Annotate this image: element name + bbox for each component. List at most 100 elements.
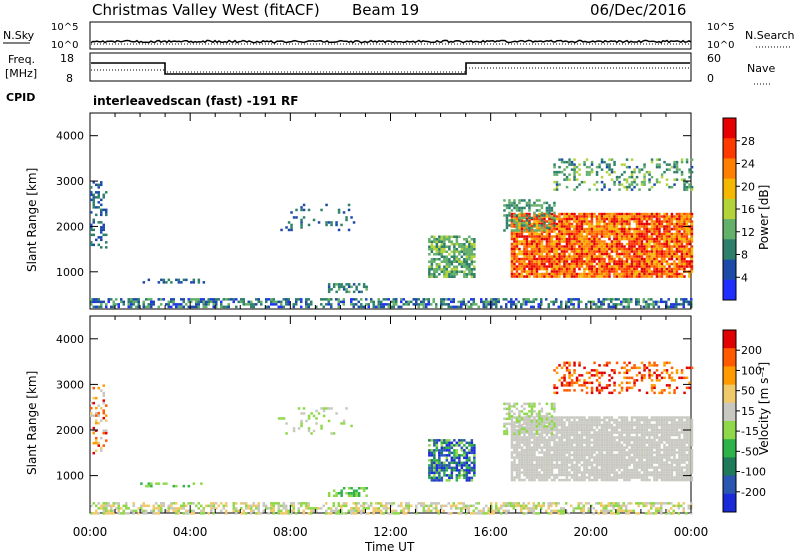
- heatmap-cell: [595, 257, 599, 261]
- heatmap-cell: [460, 245, 464, 248]
- heatmap-cell: [558, 473, 561, 477]
- heatmap-cell: [603, 230, 606, 233]
- heatmap-cell: [533, 201, 536, 205]
- heatmap-cell: [628, 220, 631, 223]
- heatmap-cell: [535, 260, 539, 263]
- heatmap-cell: [578, 242, 581, 246]
- heatmap-cell: [458, 464, 461, 467]
- heatmap-cell: [575, 185, 579, 189]
- heatmap-cell: [617, 507, 620, 510]
- heatmap-cell: [307, 305, 310, 309]
- heatmap-cell: [608, 270, 611, 273]
- heatmap-cell: [380, 300, 383, 304]
- heatmap-cell: [162, 278, 166, 282]
- heatmap-cell: [653, 255, 656, 258]
- noise-tick-low-left: 10^0: [51, 40, 78, 51]
- heatmap-cell: [455, 265, 459, 268]
- heatmap-cell: [598, 265, 601, 268]
- heatmap-cell: [605, 448, 609, 452]
- heatmap-cell: [110, 507, 113, 510]
- heatmap-cell: [425, 303, 428, 306]
- heatmap-cell: [548, 418, 551, 422]
- heatmap-cell: [445, 469, 449, 472]
- heatmap-cell: [675, 252, 679, 256]
- heatmap-cell: [683, 178, 686, 181]
- heatmap-cell: [585, 267, 589, 271]
- heatmap-cell: [560, 466, 564, 469]
- heatmap-cell: [535, 247, 539, 251]
- heatmap-cell: [568, 257, 571, 261]
- heatmap-cell: [628, 222, 631, 226]
- heatmap-cell: [658, 158, 661, 161]
- heatmap-cell: [465, 469, 469, 472]
- heatmap-cell: [453, 258, 456, 261]
- heatmap-cell: [663, 230, 666, 233]
- heatmap-cell: [578, 426, 581, 429]
- heatmap-cell: [468, 253, 471, 256]
- heatmap-cell: [678, 245, 681, 248]
- heatmap-cell: [430, 461, 434, 465]
- heatmap-cell: [555, 446, 559, 449]
- heatmap-cell: [618, 240, 621, 243]
- heatmap-cell: [548, 240, 551, 243]
- heatmap-cell: [473, 459, 476, 462]
- heatmap-cell: [678, 220, 681, 223]
- heatmap-cell: [640, 180, 644, 184]
- heatmap-cell: [675, 250, 679, 253]
- heatmap-cell: [688, 217, 691, 221]
- heatmap-cell: [180, 504, 183, 508]
- heatmap-cell: [190, 305, 193, 309]
- heatmap-cell: [132, 504, 135, 508]
- heatmap-cell: [452, 298, 455, 301]
- heatmap-cell: [605, 250, 609, 253]
- heatmap-cell: [180, 507, 183, 510]
- heatmap-cell: [448, 474, 451, 477]
- heatmap-cell: [445, 263, 449, 266]
- heatmap-cell: [545, 478, 549, 482]
- heatmap-cell: [660, 232, 664, 236]
- heatmap-cell: [443, 466, 446, 470]
- heatmap-cell: [613, 448, 616, 452]
- heatmap-cell: [428, 260, 431, 263]
- heatmap-cell: [518, 423, 521, 427]
- heatmap-cell: [100, 246, 103, 249]
- heatmap-cell: [290, 211, 293, 214]
- heatmap-cell: [533, 453, 536, 457]
- heatmap-cell: [538, 471, 541, 474]
- heatmap-cell: [445, 273, 449, 276]
- heatmap-cell: [435, 250, 439, 253]
- heatmap-cell: [520, 416, 524, 419]
- heatmap-cell: [568, 173, 571, 176]
- heatmap-cell: [518, 428, 521, 432]
- heatmap-cell: [640, 230, 644, 233]
- heatmap-cell: [610, 168, 614, 171]
- heatmap-cell: [600, 175, 604, 179]
- heatmap-cell: [688, 247, 691, 251]
- heatmap-cell: [438, 258, 441, 261]
- heatmap-cell: [585, 433, 589, 437]
- heatmap-cell: [655, 512, 658, 515]
- heatmap-cell: [555, 240, 559, 243]
- heatmap-cell: [387, 298, 390, 301]
- heatmap-cell: [543, 468, 546, 472]
- heatmap-cell: [613, 426, 616, 429]
- heatmap-cell: [593, 242, 596, 246]
- heatmap-cell: [620, 252, 624, 256]
- heatmap-cell: [623, 250, 626, 253]
- heatmap-cell: [588, 453, 591, 457]
- heatmap-cell: [305, 502, 308, 505]
- heatmap-cell: [573, 245, 576, 248]
- heatmap-cell: [663, 225, 666, 228]
- heatmap-cell: [267, 507, 270, 510]
- heatmap-cell: [382, 507, 385, 510]
- heatmap-cell: [680, 240, 684, 243]
- heatmap-cell: [635, 215, 639, 218]
- heatmap-cell: [573, 227, 576, 231]
- heatmap-cell: [523, 478, 526, 482]
- heatmap-cell: [637, 504, 640, 508]
- heatmap-cell: [448, 240, 451, 243]
- heatmap-cell: [377, 298, 380, 301]
- heatmap-cell: [545, 209, 549, 212]
- heatmap-cell: [613, 466, 616, 469]
- heatmap-cell: [465, 260, 469, 263]
